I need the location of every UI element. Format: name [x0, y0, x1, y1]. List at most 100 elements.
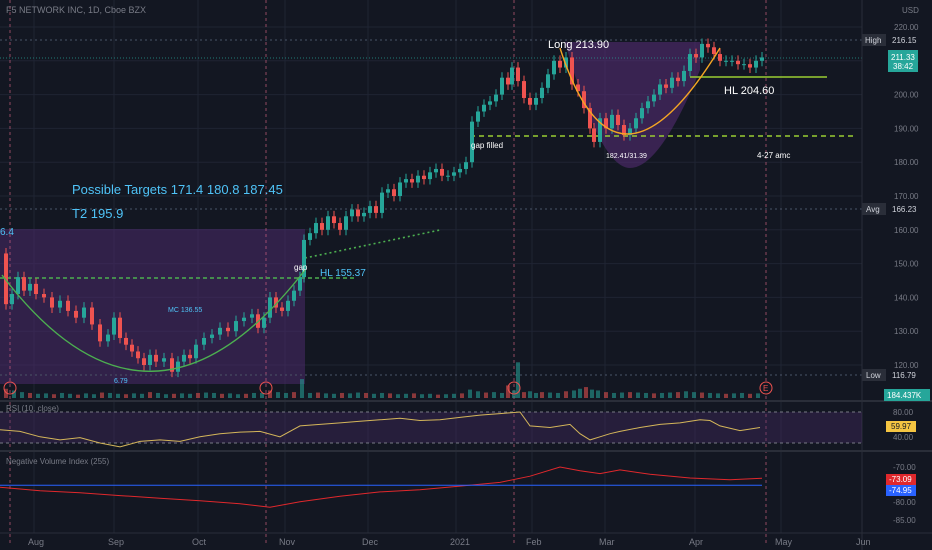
volume-bar — [372, 393, 376, 398]
candle-body — [112, 317, 116, 335]
volume-bar — [340, 392, 344, 398]
earnings-e-label: E — [763, 384, 768, 393]
candle-body — [592, 128, 596, 142]
volume-bar — [172, 393, 176, 398]
candle-body — [588, 108, 592, 129]
nvi-red-value: -73.09 — [889, 475, 912, 484]
volume-bar — [12, 390, 16, 398]
candle-body — [730, 60, 734, 62]
volume-bar — [260, 392, 264, 398]
earnings-marker-icon[interactable] — [759, 381, 773, 395]
nvi-tick-70: -70.00 — [893, 463, 916, 472]
candle-body — [534, 97, 538, 105]
candle-body — [622, 125, 626, 136]
volume-bar — [604, 392, 608, 398]
volume-bar — [316, 392, 320, 398]
candle-body — [268, 297, 272, 318]
high-badge — [862, 34, 886, 46]
volume-bar — [300, 379, 304, 398]
candle-body — [130, 344, 134, 352]
candle-body — [10, 294, 14, 305]
rsi-band — [0, 412, 862, 443]
volume-bar — [506, 385, 510, 398]
candle-body — [4, 253, 8, 305]
candle-body — [362, 212, 366, 217]
candle-body — [142, 358, 146, 365]
candle-body — [610, 114, 614, 129]
hl-204-label: HL 204.60 — [724, 85, 774, 97]
rsi-tick-80: 80.00 — [893, 408, 914, 417]
candle-body — [374, 206, 378, 213]
volume-bar — [164, 394, 168, 398]
earnings-marker-icon[interactable] — [507, 381, 521, 395]
volume-bar — [428, 393, 432, 398]
candle-body — [292, 290, 296, 301]
candle-body — [446, 175, 450, 177]
volume-bar — [676, 392, 680, 398]
candle-body — [712, 47, 716, 55]
left-edge-label: 6.4 — [0, 227, 14, 238]
volume-bar — [732, 393, 736, 398]
candle-body — [90, 307, 94, 325]
candle-body — [628, 128, 632, 136]
time-axis-label: Sep — [108, 537, 124, 547]
candle-body — [148, 354, 152, 365]
price-tick-label: 170.00 — [894, 192, 919, 201]
candle-body — [736, 60, 740, 65]
high-value: 216.15 — [892, 36, 917, 45]
volume-bar — [148, 392, 152, 398]
nvi-blue-value: -74.95 — [889, 486, 912, 495]
volume-bar — [380, 392, 384, 398]
price-axis[interactable]: 220.00210.00200.00190.00180.00170.00160.… — [894, 23, 919, 370]
candle-body — [470, 121, 474, 163]
time-axis-label: Aug — [28, 537, 44, 547]
volume-bar — [540, 392, 544, 398]
candle-body — [226, 327, 230, 332]
price-tick-label: 220.00 — [894, 23, 919, 32]
volume-bar — [612, 392, 616, 398]
candle-body — [694, 54, 698, 58]
volume-bar — [292, 392, 296, 398]
volume-bars — [4, 362, 760, 398]
price-tick-label: 160.00 — [894, 226, 919, 235]
candle-body — [314, 223, 318, 234]
volume-bar — [700, 392, 704, 398]
last-price-value: 211.33 — [891, 53, 915, 62]
candle-body — [380, 192, 384, 213]
candle-body — [604, 118, 608, 129]
candle-body — [326, 216, 330, 230]
volume-bar — [100, 392, 104, 398]
volume-bar — [324, 393, 328, 398]
candle-body — [286, 300, 290, 311]
candle-body — [58, 300, 62, 308]
price-tick-label: 190.00 — [894, 124, 919, 133]
volume-bar — [590, 389, 594, 398]
long-label: Long 213.90 — [548, 39, 609, 51]
volume-bar — [436, 394, 440, 398]
candle-body — [416, 175, 420, 183]
volume-bar — [692, 392, 696, 398]
volume-bar — [284, 392, 288, 398]
volume-value: 184.437K — [887, 391, 922, 400]
volume-bar — [476, 391, 480, 398]
candle-body — [528, 97, 532, 105]
candle-body — [28, 283, 32, 291]
t2-label: T2 195.9 — [72, 206, 123, 221]
earnings-marker-icon[interactable] — [3, 381, 17, 395]
candle-body — [570, 57, 574, 85]
candle-body — [136, 351, 140, 359]
volume-bar — [500, 392, 504, 398]
volume-bar — [636, 392, 640, 398]
candle-body — [582, 91, 586, 109]
candle-body — [320, 223, 324, 230]
volume-bar — [668, 392, 672, 398]
volume-bar — [116, 393, 120, 398]
earnings-marker-icon[interactable] — [259, 381, 273, 395]
candle-body — [664, 84, 668, 88]
candle-body — [298, 277, 302, 291]
hl-155-label: HL 155.37 — [320, 268, 366, 279]
time-axis[interactable]: Aug Sep Oct Nov Dec 2021 Feb Mar Apr May Jun — [28, 537, 871, 547]
candle-body — [242, 317, 246, 322]
volume-bar — [228, 393, 232, 398]
